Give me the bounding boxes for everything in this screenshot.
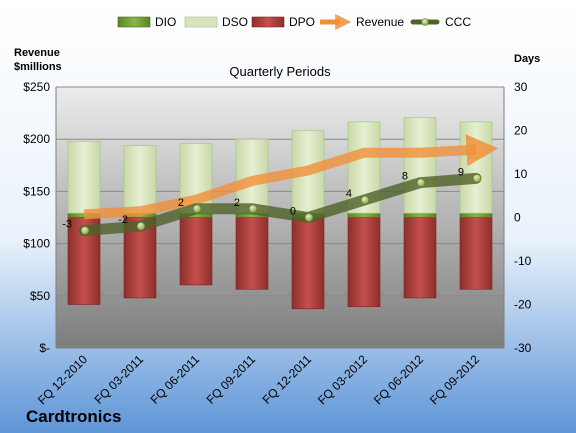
- brand-label: Cardtronics: [26, 407, 121, 426]
- bar-dpo-3: [235, 217, 269, 290]
- ccc-point-3: [248, 204, 258, 214]
- bar-dso-7: [459, 121, 493, 214]
- ccc-label-3: 2: [234, 197, 240, 209]
- series-ccc-line: [78, 172, 482, 237]
- y-right-tick-4: 10: [514, 167, 528, 181]
- legend-swatch-dso: [184, 16, 218, 28]
- legend-swatch-dio: [117, 16, 151, 28]
- legend-marker-ccc: [421, 18, 429, 26]
- ccc-label-0: -3: [62, 219, 72, 231]
- bar-dpo-7: [459, 217, 493, 290]
- ccc-point-6: [416, 178, 426, 187]
- ccc-label-5: 4: [346, 188, 352, 200]
- y-right-tick-5: 20: [514, 124, 528, 138]
- bar-dio-5: [347, 212, 381, 218]
- series-revenue-line: [83, 134, 499, 220]
- bar-dso-6: [403, 117, 437, 214]
- legend-label-dpo: DPO: [289, 15, 315, 29]
- y-left-tick-3: $150: [23, 184, 50, 198]
- bar-dso-1: [123, 145, 157, 214]
- bar-dso-0: [67, 141, 101, 214]
- y-left-tick-2: $100: [23, 237, 50, 251]
- ccc-point-7: [472, 174, 482, 183]
- ccc-label-2: 2: [178, 197, 184, 209]
- legend-label-revenue: Revenue: [356, 15, 404, 29]
- legend-label-dio: DIO: [155, 15, 176, 29]
- ccc-label-1: -2: [118, 214, 128, 226]
- legend-label-ccc: CCC: [445, 15, 471, 29]
- legend-label-dso: DSO: [222, 15, 248, 29]
- ccc-point-4: [304, 213, 314, 222]
- bar-dio-6: [403, 212, 437, 218]
- ccc-point-0: [80, 226, 90, 235]
- ccc-point-2: [192, 204, 202, 214]
- ccc-label-6: 8: [402, 171, 408, 183]
- bar-dpo-5: [347, 217, 381, 307]
- y-left-title-line2: $millions: [14, 61, 62, 73]
- chart-title: Quarterly Periods: [229, 64, 331, 79]
- y-right-title: Days: [514, 53, 540, 65]
- y-left-title-line1: Revenue: [14, 47, 60, 59]
- bar-dpo-2: [179, 217, 213, 286]
- bar-dio-7: [459, 212, 493, 218]
- ccc-label-7: 9: [458, 166, 464, 178]
- y-left-tick-1: $50: [30, 289, 50, 303]
- y-right-tick-2: -10: [514, 254, 532, 268]
- bar-dpo-4: [291, 217, 325, 310]
- legend-swatch-dpo: [251, 16, 285, 28]
- ccc-point-5: [360, 195, 370, 205]
- y-left-tick-5: $250: [23, 80, 50, 94]
- bar-dpo-6: [403, 217, 437, 299]
- y-right-tick-1: -20: [514, 298, 532, 312]
- y-right-tick-0: -30: [514, 341, 532, 355]
- y-right-tick-3: 0: [514, 211, 521, 225]
- y-right-tick-6: 30: [514, 80, 528, 94]
- y-left-tick-4: $200: [23, 132, 50, 146]
- ccc-point-1: [136, 221, 146, 231]
- ccc-label-4: 0: [290, 206, 296, 218]
- y-left-tick-0: $-: [39, 341, 50, 355]
